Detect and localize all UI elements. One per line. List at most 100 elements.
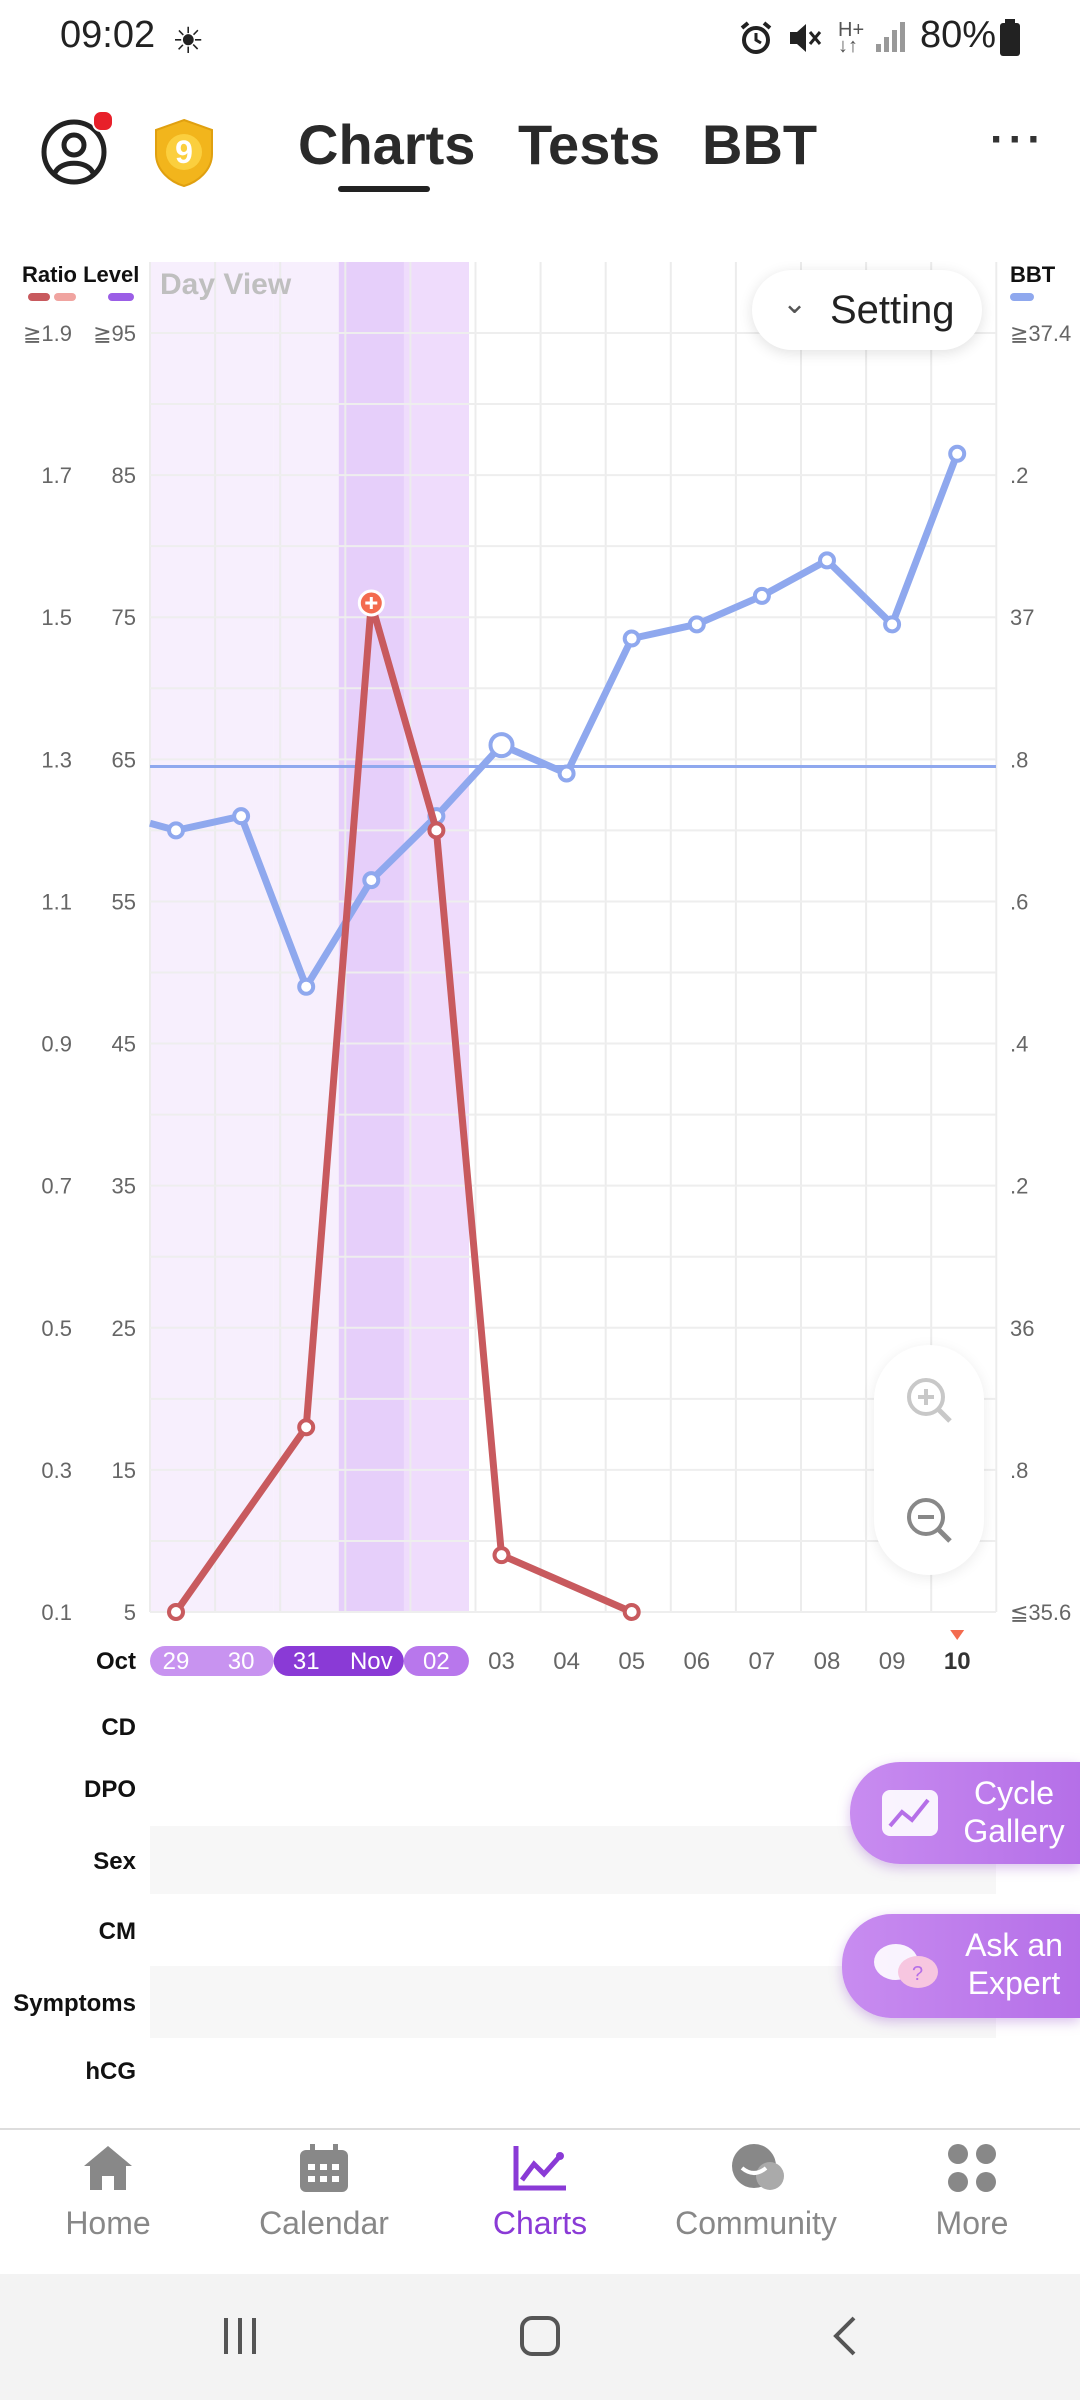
chart-area[interactable]: ≧1.9 ≧95 ≧37.4 1.7 85 .2 1.5 75 37 1.3 65 .8 1.1 55 .6… [0, 0, 1080, 1700]
cycle-gallery-label: Cycle Gallery [963, 1775, 1065, 1849]
tab-charts[interactable]: Charts [298, 113, 476, 176]
date-pill-mid [403, 1646, 469, 1676]
nav-home[interactable]: Home [8, 2142, 208, 2242]
calendar-icon [300, 2144, 348, 2192]
system-nav-bar [0, 2274, 1080, 2400]
level-point [167, 1603, 185, 1621]
date-label: 02 [423, 1648, 450, 1675]
bbt-tick-label: 36 [1010, 1316, 1034, 1341]
nav-charts[interactable]: Charts [440, 2142, 640, 2242]
zoom-out-icon[interactable] [904, 1495, 954, 1545]
date-label: 08 [814, 1648, 841, 1675]
peak-plus-icon [365, 597, 378, 610]
bbt-tick-label: ≦35.6 [1010, 1600, 1071, 1625]
date-label: 04 [553, 1648, 580, 1675]
level-tick-label: 75 [112, 605, 136, 630]
tab-underline [338, 186, 430, 192]
chat-bubbles-icon: ? [874, 1944, 938, 1988]
back-icon[interactable] [826, 2314, 870, 2358]
tab-tests[interactable]: Tests [518, 113, 661, 176]
level-point [492, 1546, 511, 1565]
hcg-row-label: hCG [85, 2058, 136, 2085]
bottom-nav: Home Calendar Charts Community More [0, 2128, 1080, 2276]
level-tick-label: 45 [112, 1032, 136, 1057]
date-label: 31 [293, 1648, 320, 1675]
ratio-tick-label: 0.3 [41, 1458, 72, 1483]
nav-community[interactable]: Community [656, 2142, 856, 2242]
date-pill-light [150, 1646, 274, 1676]
sex-row-label: Sex [93, 1848, 136, 1875]
badge-level: 9 [175, 134, 193, 170]
chart-icon [513, 2146, 566, 2191]
home-button-icon[interactable] [518, 2314, 562, 2358]
weather-sun-icon: ☀ [172, 20, 205, 61]
zoom-in-icon[interactable] [904, 1375, 954, 1425]
nav-calendar[interactable]: Calendar [224, 2142, 424, 2242]
ratio-tick-label: 1.5 [41, 605, 72, 630]
bbt-point [883, 615, 902, 634]
bbt-point [818, 551, 836, 570]
level-point [297, 1418, 316, 1437]
date-pill-dark [273, 1646, 404, 1676]
profile-avatar-button[interactable] [40, 110, 114, 186]
battery-percent: 80% [920, 14, 997, 56]
level-tick-label: 35 [112, 1174, 136, 1199]
ratio-tick-label: 1.1 [41, 889, 72, 914]
more-grid-icon [948, 2144, 996, 2192]
home-icon [84, 2146, 132, 2190]
user-icon [41, 119, 107, 185]
tab-bbt[interactable]: BBT [702, 113, 818, 176]
setting-button[interactable]: ⌄ Setting [752, 270, 982, 350]
level-tick-label: 55 [112, 889, 136, 914]
gallery-chart-icon [882, 1790, 938, 1836]
notification-dot [92, 110, 114, 132]
level-tick-label: 25 [112, 1316, 136, 1341]
bbt-tick-label: ≧37.4 [1010, 321, 1071, 346]
shield-badge-icon [155, 118, 213, 188]
level-tick-label: ≧95 [93, 321, 136, 346]
bbt-point [297, 977, 316, 996]
chevron-down-icon: ⌄ [782, 287, 808, 320]
level-point [622, 1603, 641, 1621]
level-tick-label: 15 [112, 1458, 136, 1483]
nav-more[interactable]: More [872, 2142, 1072, 2242]
ratio-tick-label: 1.7 [41, 463, 72, 488]
bbt-tick-label: .2 [1010, 1174, 1028, 1199]
svg-text:?: ? [912, 1963, 923, 1985]
ask-expert-button[interactable]: ? Ask an Expert [842, 1914, 1080, 2018]
date-label: 09 [879, 1648, 906, 1675]
ratio-tick-label: 0.9 [41, 1032, 72, 1057]
battery-icon [1000, 19, 1020, 56]
ratio-tick-label: 1.3 [41, 747, 72, 772]
ratio-level-title: Ratio Level [22, 262, 140, 287]
bbt-point [687, 615, 706, 634]
bbt-legend-swatch [1010, 293, 1034, 301]
cycle-gallery-button[interactable]: Cycle Gallery [850, 1762, 1080, 1864]
level-badge-button[interactable]: 9 [150, 118, 218, 188]
date-label: 30 [228, 1648, 255, 1675]
level-point [427, 821, 446, 840]
ask-expert-label: Ask an Expert [965, 1927, 1063, 2001]
bbt-point [622, 629, 641, 648]
data-h-plus-icon: H+ ↓↑ [838, 19, 865, 57]
bbt-tick-label: .2 [1010, 463, 1028, 488]
date-label: 10 [944, 1648, 971, 1675]
cd-row-label: CD [101, 1714, 136, 1741]
more-options-button[interactable]: ··· [990, 118, 1050, 170]
level-tick-label: 85 [112, 463, 136, 488]
date-label: 07 [749, 1648, 776, 1675]
ratio-tick-label: 0.7 [41, 1174, 72, 1199]
date-label: Nov [350, 1648, 393, 1675]
bbt-point [488, 732, 515, 759]
recent-apps-icon[interactable] [218, 2314, 262, 2358]
level-tick-label: 65 [112, 747, 136, 772]
bbt-title: BBT [1010, 262, 1056, 287]
bbt-point [232, 807, 251, 826]
bbt-point [362, 871, 381, 890]
bbt-series-line [149, 452, 961, 991]
day-view-label: Day View [160, 268, 292, 301]
ratio-tick-label: ≧1.9 [23, 321, 72, 346]
zoom-controls [874, 1345, 984, 1575]
ratio-legend-swatch-light [54, 293, 76, 301]
level-series-line [173, 599, 634, 1616]
